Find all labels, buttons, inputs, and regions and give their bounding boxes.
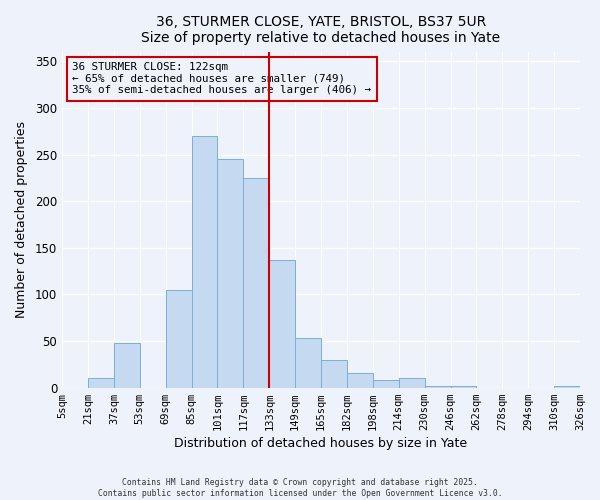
- Bar: [166, 290, 191, 388]
- Bar: [88, 378, 114, 388]
- Bar: [217, 159, 244, 388]
- Bar: [451, 386, 476, 388]
- Bar: [269, 260, 295, 388]
- Bar: [347, 373, 373, 388]
- Text: 36 STURMER CLOSE: 122sqm
← 65% of detached houses are smaller (749)
35% of semi-: 36 STURMER CLOSE: 122sqm ← 65% of detach…: [73, 62, 371, 95]
- Bar: [295, 338, 321, 388]
- Bar: [554, 386, 580, 388]
- Bar: [191, 136, 217, 388]
- Bar: [373, 380, 399, 388]
- Bar: [399, 378, 425, 388]
- Bar: [321, 360, 347, 388]
- Y-axis label: Number of detached properties: Number of detached properties: [15, 122, 28, 318]
- Bar: [114, 343, 140, 388]
- Bar: [425, 386, 451, 388]
- X-axis label: Distribution of detached houses by size in Yate: Distribution of detached houses by size …: [175, 437, 467, 450]
- Bar: [244, 178, 269, 388]
- Title: 36, STURMER CLOSE, YATE, BRISTOL, BS37 5UR
Size of property relative to detached: 36, STURMER CLOSE, YATE, BRISTOL, BS37 5…: [142, 15, 500, 45]
- Text: Contains HM Land Registry data © Crown copyright and database right 2025.
Contai: Contains HM Land Registry data © Crown c…: [98, 478, 502, 498]
